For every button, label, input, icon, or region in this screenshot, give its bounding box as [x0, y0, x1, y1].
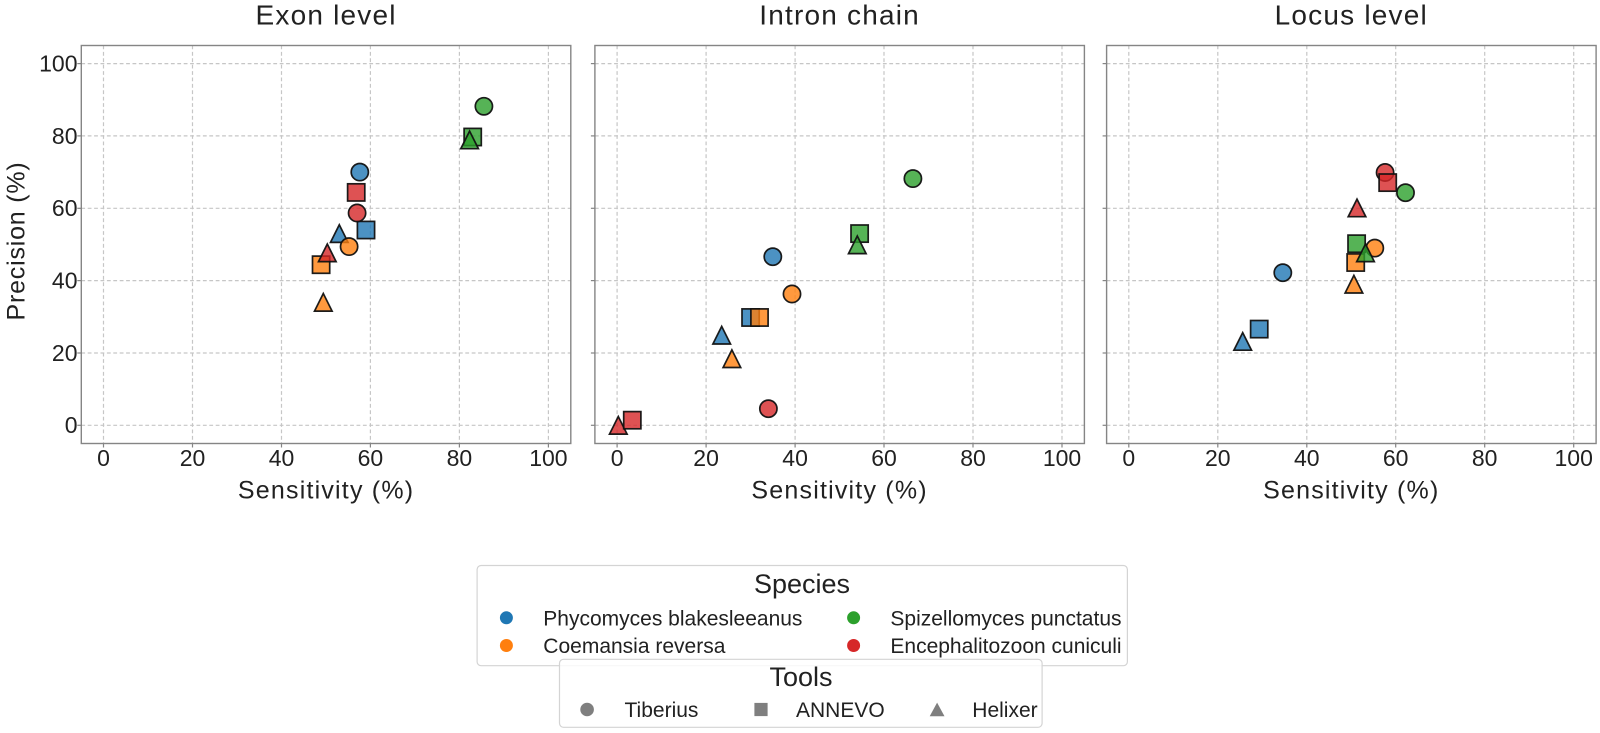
svg-text:0: 0 — [65, 412, 78, 438]
svg-text:Species: Species — [754, 569, 850, 599]
svg-text:Sensitivity (%): Sensitivity (%) — [238, 477, 414, 505]
svg-text:40: 40 — [269, 445, 295, 471]
svg-text:ANNEVO: ANNEVO — [796, 699, 885, 722]
svg-text:0: 0 — [97, 445, 110, 471]
svg-text:0: 0 — [1122, 445, 1135, 471]
svg-text:40: 40 — [1294, 445, 1320, 471]
svg-text:Exon level: Exon level — [256, 0, 397, 31]
svg-text:0: 0 — [611, 445, 624, 471]
svg-text:Tiberius: Tiberius — [625, 699, 699, 722]
svg-text:20: 20 — [52, 340, 78, 366]
svg-text:Sensitivity (%): Sensitivity (%) — [1263, 477, 1439, 505]
svg-text:60: 60 — [1383, 445, 1409, 471]
svg-text:Sensitivity (%): Sensitivity (%) — [751, 477, 927, 505]
svg-text:Precision (%): Precision (%) — [3, 161, 31, 320]
svg-text:Phycomyces blakesleeanus: Phycomyces blakesleeanus — [543, 607, 802, 630]
svg-text:40: 40 — [52, 268, 78, 294]
svg-text:40: 40 — [782, 445, 808, 471]
svg-text:Locus level: Locus level — [1275, 0, 1428, 31]
svg-text:100: 100 — [1043, 445, 1081, 471]
svg-text:60: 60 — [52, 195, 78, 221]
svg-text:Tools: Tools — [769, 662, 832, 692]
svg-text:80: 80 — [52, 123, 78, 149]
svg-text:80: 80 — [1472, 445, 1498, 471]
svg-text:100: 100 — [39, 51, 77, 77]
svg-text:Helixer: Helixer — [972, 699, 1037, 722]
svg-text:80: 80 — [960, 445, 986, 471]
svg-text:Spizellomyces punctatus: Spizellomyces punctatus — [890, 607, 1121, 630]
svg-text:100: 100 — [529, 445, 567, 471]
svg-text:Coemansia reversa: Coemansia reversa — [543, 635, 725, 658]
svg-text:20: 20 — [693, 445, 719, 471]
svg-text:Encephalitozoon cuniculi: Encephalitozoon cuniculi — [890, 635, 1121, 658]
svg-text:Intron chain: Intron chain — [759, 0, 920, 31]
svg-text:100: 100 — [1555, 445, 1593, 471]
svg-text:60: 60 — [358, 445, 384, 471]
svg-text:20: 20 — [1205, 445, 1231, 471]
svg-text:80: 80 — [447, 445, 473, 471]
svg-text:60: 60 — [871, 445, 897, 471]
svg-text:20: 20 — [180, 445, 206, 471]
